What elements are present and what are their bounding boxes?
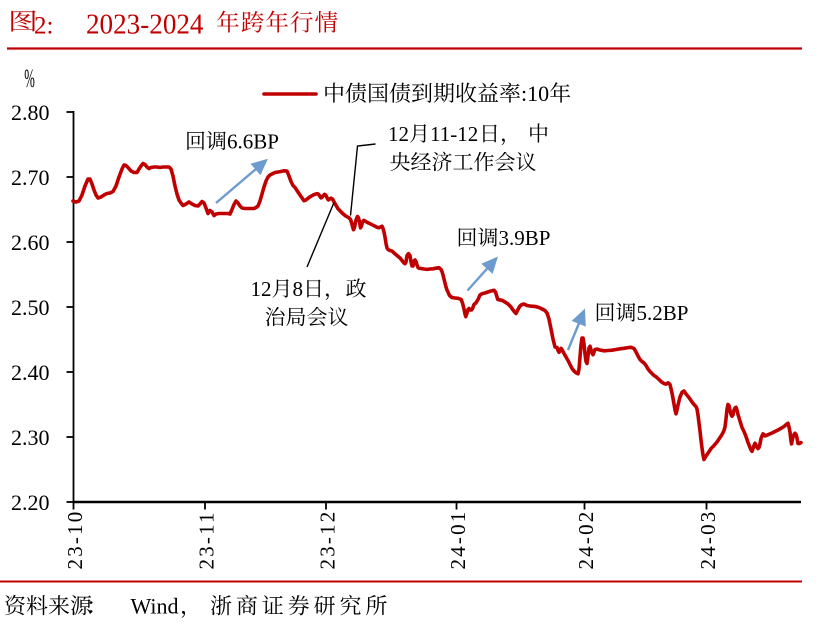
svg-text:2:: 2:	[34, 13, 53, 40]
svg-text:Wind: Wind	[131, 594, 179, 619]
svg-text:12: 12	[251, 277, 272, 301]
svg-text:24-03: 24-03	[696, 510, 720, 570]
svg-text:6.6BP: 6.6BP	[227, 130, 279, 154]
svg-text:2.80: 2.80	[11, 100, 50, 125]
svg-text:2.20: 2.20	[11, 490, 50, 515]
svg-text:12: 12	[388, 122, 409, 146]
svg-text:5.2BP: 5.2BP	[637, 301, 689, 325]
svg-text:24-02: 24-02	[574, 510, 598, 570]
svg-text:24-01: 24-01	[446, 510, 470, 570]
svg-text:23-11: 23-11	[194, 510, 218, 569]
svg-text::10: :10	[521, 81, 549, 106]
svg-text:2.60: 2.60	[11, 230, 50, 255]
svg-text:2.40: 2.40	[11, 360, 50, 385]
svg-text:23-10: 23-10	[63, 510, 87, 570]
svg-text:23-12: 23-12	[315, 510, 339, 570]
svg-text:%: %	[24, 64, 35, 93]
svg-text:2.70: 2.70	[11, 165, 50, 190]
svg-text:2.50: 2.50	[11, 295, 50, 320]
svg-text:11-12: 11-12	[430, 122, 478, 146]
svg-text:8: 8	[293, 277, 304, 301]
svg-text:3.9BP: 3.9BP	[499, 226, 551, 250]
svg-text:2.30: 2.30	[11, 425, 50, 450]
svg-text:2023-2024: 2023-2024	[86, 9, 204, 41]
